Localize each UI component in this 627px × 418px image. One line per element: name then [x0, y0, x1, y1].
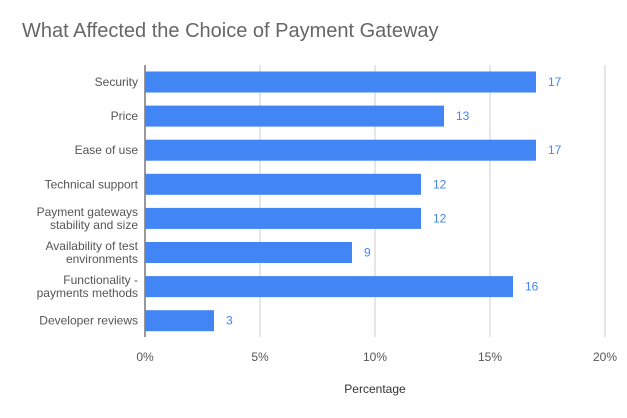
bars — [145, 71, 536, 332]
x-tick-label: 5% — [251, 350, 269, 364]
bar — [145, 105, 444, 127]
data-label: 17 — [548, 75, 562, 89]
data-label: 17 — [548, 143, 562, 157]
bar — [145, 310, 214, 332]
x-tick-labels: 0% 5% 10% 15% 20% — [136, 350, 617, 364]
category-label: Availability of test environments — [46, 239, 139, 266]
bar — [145, 242, 352, 263]
x-tick-label: 10% — [363, 350, 387, 364]
bar — [145, 276, 513, 298]
bar — [145, 173, 421, 195]
data-label: 13 — [456, 109, 470, 123]
category-label: Payment gateways stability and size — [37, 205, 139, 232]
bar — [145, 139, 536, 161]
chart-title: What Affected the Choice of Payment Gate… — [22, 20, 439, 42]
data-label: 16 — [525, 280, 539, 294]
x-tick-label: 20% — [593, 350, 617, 364]
data-label: 3 — [226, 314, 233, 328]
x-axis-title: Percentage — [344, 382, 406, 396]
bar — [145, 71, 536, 93]
data-label: 9 — [364, 246, 371, 260]
bar — [145, 207, 421, 229]
category-label: Price — [111, 109, 139, 123]
category-labels: Security Price Ease of use Technical suppor… — [37, 75, 139, 328]
category-label: Ease of use — [75, 143, 139, 157]
category-label: Functionality -payments methods — [37, 273, 138, 300]
data-labels: 17 13 17 12 12 9 16 3 — [226, 75, 562, 328]
x-tick-label: 15% — [478, 350, 502, 364]
data-label: 12 — [433, 177, 447, 191]
category-label: Developer reviews — [39, 314, 138, 328]
data-label: 12 — [433, 211, 447, 225]
x-tick-label: 0% — [136, 350, 154, 364]
category-label: Technical support — [45, 177, 139, 191]
category-label: Security — [95, 75, 138, 89]
